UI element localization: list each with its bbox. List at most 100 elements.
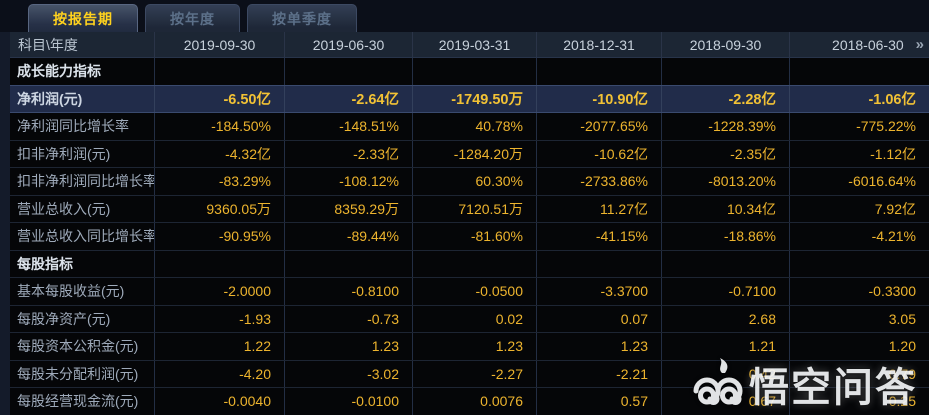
- corner-header: 科目\年度: [10, 32, 155, 57]
- cell-value: -2.27: [413, 360, 537, 387]
- cell-value: -108.12%: [285, 168, 413, 195]
- cell-value: -0.73: [285, 305, 413, 332]
- cell-value: 0.0076: [413, 388, 537, 415]
- empty-cell: [790, 58, 929, 85]
- cell-value: -0.0040: [155, 388, 285, 415]
- empty-cell: [155, 58, 285, 85]
- cell-value: -10.62亿: [537, 140, 662, 167]
- cell-value: -2.28亿: [662, 85, 790, 112]
- cell-value: 1.20: [888, 338, 916, 355]
- tab-report-period[interactable]: 按报告期: [28, 4, 138, 32]
- cell-value: 1.23: [537, 333, 662, 360]
- empty-cell: [413, 250, 537, 277]
- table-row[interactable]: 扣非净利润(元) -4.32亿 -2.33亿 -1284.20万 -10.62亿…: [10, 140, 929, 168]
- cell-value: -0.0100: [285, 388, 413, 415]
- table-row-net-profit[interactable]: 净利润(元) -6.50亿 -2.64亿 -1749.50万 -10.90亿 -…: [10, 84, 929, 113]
- cell-value: -1284.20万: [413, 140, 537, 167]
- cell-value: -2.64亿: [285, 85, 413, 112]
- empty-cell: [662, 58, 790, 85]
- cell-value: 8359.29万: [285, 195, 413, 222]
- cell-value: -0.3300: [868, 283, 916, 300]
- cell-value: -2.35亿: [662, 140, 790, 167]
- cell-value: 10.34亿: [662, 195, 790, 222]
- row-label: 净利润(元): [10, 85, 155, 112]
- cell-value: 0.57: [537, 388, 662, 415]
- empty-cell: [662, 250, 790, 277]
- cell-value: -4.21%: [871, 228, 916, 245]
- table-row[interactable]: 每股经营现金流(元) -0.0040 -0.0100 0.0076 0.57 0…: [10, 388, 929, 415]
- row-label: 每股经营现金流(元): [10, 388, 155, 415]
- cell-value: -0.8100: [285, 278, 413, 305]
- cell-value: 60.30%: [413, 168, 537, 195]
- tab-single-quarter[interactable]: 按单季度: [247, 4, 357, 32]
- column-header: 2018-06-30 »: [790, 32, 929, 57]
- cell-value: -775.22%: [856, 118, 916, 135]
- cell-value: -41.15%: [537, 223, 662, 250]
- column-header-label: 2018-06-30: [832, 36, 904, 53]
- cell-value: 0.67: [662, 388, 790, 415]
- cell-value: 9360.05万: [155, 195, 285, 222]
- cell-value: 0.02: [413, 305, 537, 332]
- table-row[interactable]: 营业总收入同比增长率 -90.95% -89.44% -81.60% -41.1…: [10, 223, 929, 251]
- cell-value: -3.02: [285, 360, 413, 387]
- cell-value: -8013.20%: [662, 168, 790, 195]
- cell-value: -2.33亿: [285, 140, 413, 167]
- cell-value: 0.42: [662, 360, 790, 387]
- cell-value: -2077.65%: [537, 113, 662, 140]
- cell-value: -1.12亿: [870, 145, 916, 162]
- cell-value: -6.50亿: [155, 85, 285, 112]
- empty-cell: [285, 250, 413, 277]
- cell-value: 1.22: [155, 333, 285, 360]
- cell-value: 3.05: [888, 310, 916, 327]
- row-label: 基本每股收益(元): [10, 278, 155, 305]
- cell-value: 0.07: [537, 305, 662, 332]
- cell-value: -0.0500: [413, 278, 537, 305]
- cell-value: -6016.64%: [848, 173, 916, 190]
- section-label: 每股指标: [10, 250, 155, 277]
- empty-cell: [537, 250, 662, 277]
- cell-value: -1.06亿: [868, 92, 916, 109]
- cell-value: -4.20: [155, 360, 285, 387]
- cell-value: 1.23: [413, 333, 537, 360]
- more-columns-icon[interactable]: »: [915, 36, 924, 53]
- empty-cell: [155, 250, 285, 277]
- cell-value: -148.51%: [285, 113, 413, 140]
- row-label: 营业总收入同比增长率: [10, 223, 155, 250]
- row-label: 扣非净利润(元): [10, 140, 155, 167]
- table-row[interactable]: 基本每股收益(元) -2.0000 -0.8100 -0.0500 -3.370…: [10, 278, 929, 306]
- cell-value: -18.86%: [662, 223, 790, 250]
- section-row: 成长能力指标: [10, 58, 929, 86]
- table-row[interactable]: 扣非净利润同比增长率 -83.29% -108.12% 60.30% -2733…: [10, 168, 929, 196]
- empty-cell: [790, 251, 929, 278]
- cell-value: -1228.39%: [662, 113, 790, 140]
- column-header: 2019-09-30: [155, 32, 285, 57]
- cell-value: -184.50%: [155, 113, 285, 140]
- financial-table: 科目\年度 2019-09-30 2019-06-30 2019-03-31 2…: [10, 32, 929, 415]
- column-header: 2019-06-30: [285, 32, 413, 57]
- cell-value: 1.21: [662, 333, 790, 360]
- cell-value: -89.44%: [285, 223, 413, 250]
- table-row[interactable]: 每股净资产(元) -1.93 -0.73 0.02 0.07 2.68 3.05: [10, 305, 929, 333]
- column-header: 2018-12-31: [537, 32, 662, 57]
- section-row: 每股指标: [10, 250, 929, 278]
- cell-value: -2.21: [537, 360, 662, 387]
- empty-cell: [285, 58, 413, 85]
- section-label: 成长能力指标: [10, 58, 155, 85]
- table-row[interactable]: 每股资本公积金(元) 1.22 1.23 1.23 1.23 1.21 1.20: [10, 333, 929, 361]
- table-row[interactable]: 营业总收入(元) 9360.05万 8359.29万 7120.51万 11.2…: [10, 195, 929, 223]
- cell-value: 7120.51万: [413, 195, 537, 222]
- cell-value: -83.29%: [155, 168, 285, 195]
- cell-value: -1.93: [155, 305, 285, 332]
- cell-value: 0.79: [888, 365, 916, 382]
- table-row[interactable]: 每股未分配利润(元) -4.20 -3.02 -2.27 -2.21 0.42 …: [10, 360, 929, 388]
- row-label: 每股资本公积金(元): [10, 333, 155, 360]
- tab-annual[interactable]: 按年度: [145, 4, 240, 32]
- row-label: 每股未分配利润(元): [10, 360, 155, 387]
- cell-value: 0.25: [888, 393, 916, 410]
- table-row[interactable]: 净利润同比增长率 -184.50% -148.51% 40.78% -2077.…: [10, 113, 929, 141]
- column-header: 2018-09-30: [662, 32, 790, 57]
- cell-value: -10.90亿: [537, 85, 662, 112]
- row-label: 扣非净利润同比增长率: [10, 168, 155, 195]
- column-header: 2019-03-31: [413, 32, 537, 57]
